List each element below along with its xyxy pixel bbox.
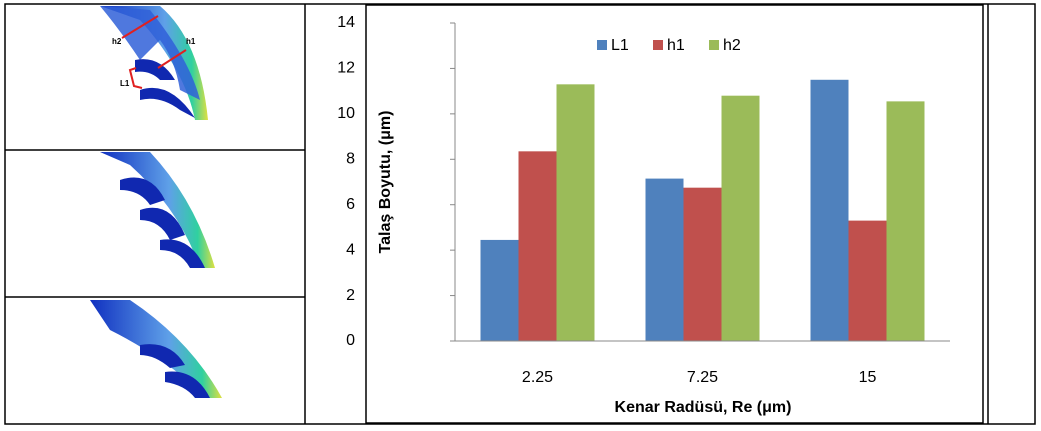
y-tick-label: 2 [346,287,355,304]
bar [519,151,557,341]
legend-swatch [653,40,663,50]
chart: h2 h1 L1 Kenar Radüsü, Re (μm) Talaş Boy… [0,0,1041,426]
y-tick-label: 0 [346,332,355,349]
y-tick-label: 10 [337,105,355,122]
y-tick-label: 14 [337,14,355,31]
legend-label: L1 [611,37,629,54]
bar [722,96,760,341]
page: h2 h1 L1 Kenar Radüsü, Re (μm) Talaş Boy… [0,0,1041,431]
y-tick-label: 8 [346,151,355,168]
legend-label: h2 [723,37,741,54]
simulation-image [100,6,208,120]
bar [887,101,925,341]
bar [646,179,684,341]
x-axis-title: Kenar Radüsü, Re (μm) [615,399,792,416]
y-tick-label: 4 [346,241,355,258]
simulation-image [90,300,222,398]
bar [557,84,595,341]
y-axis-title: Talaş Boyutu, (μm) [377,111,394,254]
bar [684,188,722,341]
x-tick-label: 2.25 [522,369,553,386]
legend-swatch [709,40,719,50]
figure-label: h1 [186,37,196,46]
figure-label: h2 [112,37,122,46]
bar [849,221,887,341]
bar [811,80,849,341]
x-tick-label: 15 [859,369,877,386]
figure-label: L1 [120,79,130,88]
x-tick-label: 7.25 [687,369,718,386]
simulation-image [100,152,215,268]
legend-label: h1 [667,37,685,54]
bar [481,240,519,341]
y-tick-label: 12 [337,60,355,77]
legend-swatch [597,40,607,50]
y-tick-label: 6 [346,196,355,213]
